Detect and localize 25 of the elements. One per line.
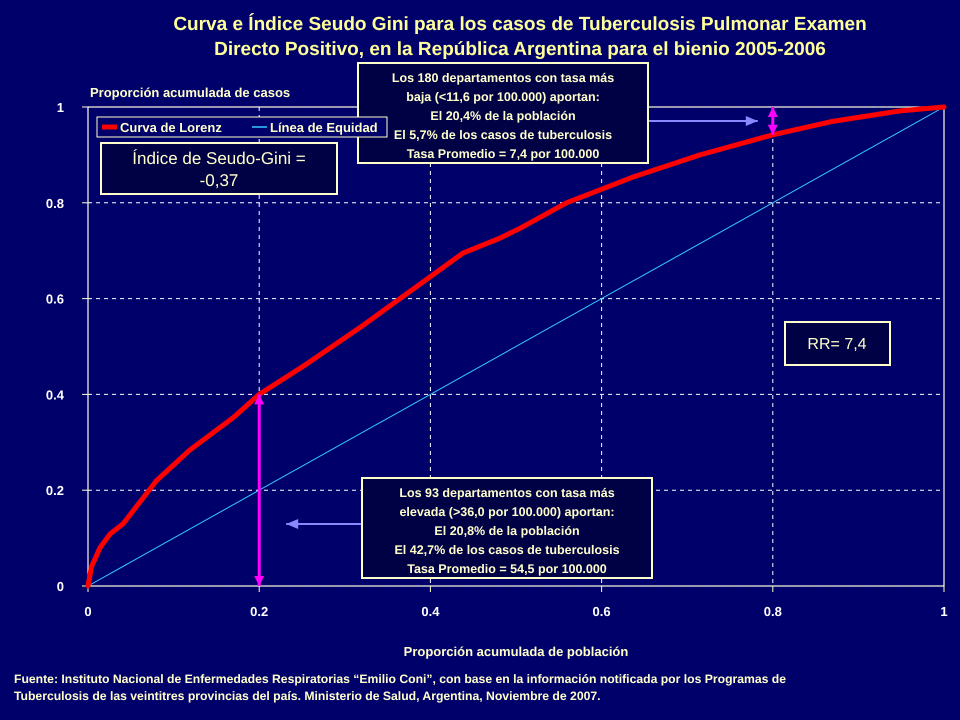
text-box: Los 93 departamentos con tasa más elevada (>36,0 por 100.000) aportan: El 20,8% de la población El 42,7% de los casos de tuberculosis Tasa Promedio = 54,5 por 100.000 [361,477,653,579]
y-tick-label: 0.4 [46,387,65,402]
x-tick-label: 0 [84,604,92,619]
x-tick-label: 0.8 [764,604,782,619]
chart-title: Curva e Índice Seudo Gini para los casos de Tuberculosis Pulmonar Examen Directo Positivo, en la República Argentina para el bienio 2005-2006 [173,13,867,60]
y-tick-label: 0.2 [46,483,64,498]
legend-label: Curva de Lorenz [120,120,222,135]
y-tick-label: 1 [56,100,64,115]
annotation: RR= 7,4 [807,336,867,353]
y-tick-label: 0.8 [46,196,64,211]
annotation: Los 93 departamentos con tasa más elevada (>36,0 por 100.000) aportan: El 20,8% de la población El 42,7% de los casos de tuberculosis Tasa Promedio = 54,5 por 100.000 [394,486,620,576]
y-tick-label: 0 [56,579,64,594]
text-box: RR= 7,4 [784,321,891,366]
text-box: Índice de Seudo-Gini = -0,37 [100,142,338,195]
y-tick-label: 0.6 [46,292,64,307]
source-note: Fuente: Instituto Nacional de Enfermedades Respiratorias “Emilio Coni”, con base en la información notificada por los Programas de Tuberculosis de las veintitres provincias del país. Ministerio de Salud, Argentina, Noviembre de 2007. [14,672,786,703]
x-tick-label: 0.2 [250,604,268,619]
y-axis-title: Proporción acumulada de casos [90,85,290,100]
annotation: Los 180 departamentos con tasa más baja (<11,6 por 100.000) aportan: El 20,4% de la población El 5,7% de los casos de tuberculosis Tasa Promedio = 7,4 por 100.000 [392,71,614,161]
x-axis-title: Proporción acumulada de población [404,644,628,659]
x-tick-label: 1 [940,604,948,619]
legend-label: Línea de Equidad [270,120,378,135]
x-tick-label: 0.4 [421,604,440,619]
x-tick-label: 0.6 [592,604,611,619]
annotation: Índice de Seudo-Gini = -0,37 [132,149,306,190]
